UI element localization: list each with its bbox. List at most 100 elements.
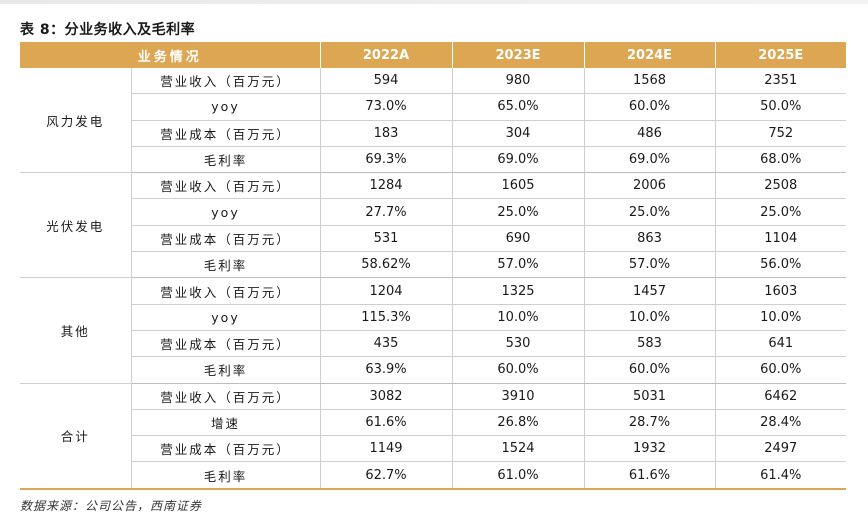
value-cell: 62.7%: [320, 461, 453, 490]
value-cell: 57.0%: [584, 251, 716, 279]
value-cell: 60.0%: [584, 356, 716, 384]
table-row: 毛利率 63.9% 60.0% 60.0% 60.0%: [20, 356, 847, 384]
value-cell: 10.0%: [715, 304, 847, 331]
value-cell: 1932: [584, 435, 716, 463]
value-cell: 65.0%: [452, 93, 585, 121]
value-cell: 28.7%: [584, 409, 716, 437]
table-row: 合计 营业收入（百万元） 3082 3910 5031 6462: [20, 383, 847, 490]
table-row: yoy 115.3% 10.0% 10.0% 10.0%: [20, 304, 847, 331]
value-cell: 594: [320, 68, 453, 95]
value-cell: 435: [320, 330, 453, 358]
value-cell: 5031: [584, 383, 716, 410]
table-title: 表 8：分业务收入及毛利率: [20, 22, 196, 38]
value-cell: 486: [584, 120, 716, 147]
value-cell: 61.0%: [452, 461, 585, 490]
header-2022a: 2022A: [320, 42, 453, 68]
value-cell: 69.0%: [584, 146, 716, 174]
table-row: 营业成本（百万元） 1149 1524 1932 2497: [20, 435, 847, 463]
header-2023e: 2023E: [452, 42, 585, 68]
table-row: 增速 61.6% 26.8% 28.7% 28.4%: [20, 409, 847, 437]
value-cell: 863: [584, 225, 716, 253]
segment-cell: 风力发电: [20, 68, 132, 174]
value-cell: 2351: [715, 68, 847, 95]
value-cell: 6462: [715, 383, 847, 410]
value-cell: 73.0%: [320, 93, 453, 121]
value-cell: 3082: [320, 383, 453, 410]
value-cell: 1149: [320, 435, 453, 463]
table-row: yoy 73.0% 65.0% 60.0% 50.0%: [20, 93, 847, 121]
value-cell: 752: [715, 120, 847, 147]
metric-cell: 毛利率: [131, 251, 321, 279]
table-row: 毛利率 69.3% 69.0% 69.0% 68.0%: [20, 146, 847, 174]
header-business: 业务情况: [20, 42, 321, 68]
value-cell: 57.0%: [452, 251, 585, 279]
value-cell: 2497: [715, 435, 847, 463]
value-cell: 61.6%: [320, 409, 453, 437]
value-cell: 27.7%: [320, 198, 453, 226]
value-cell: 1568: [584, 68, 716, 95]
value-cell: 60.0%: [715, 356, 847, 384]
table-row: 毛利率 62.7% 61.0% 61.6% 61.4%: [20, 461, 847, 490]
metric-cell: yoy: [131, 93, 321, 121]
source-note: 数据来源：公司公告，西南证券: [20, 499, 203, 513]
value-cell: 1457: [584, 277, 716, 305]
value-cell: 1284: [320, 172, 453, 200]
value-cell: 61.6%: [584, 461, 716, 490]
value-cell: 690: [452, 225, 585, 253]
table-row: 营业成本（百万元） 435 530 583 641: [20, 330, 847, 358]
metric-cell: 营业成本（百万元）: [131, 225, 321, 253]
value-cell: 1104: [715, 225, 847, 253]
metric-cell: 毛利率: [131, 146, 321, 174]
value-cell: 583: [584, 330, 716, 358]
segment-cell: 合计: [20, 383, 132, 490]
value-cell: 25.0%: [452, 198, 585, 226]
metric-cell: 营业收入（百万元）: [131, 68, 321, 95]
value-cell: 1524: [452, 435, 585, 463]
metric-cell: 营业成本（百万元）: [131, 330, 321, 358]
metric-cell: 营业成本（百万元）: [131, 120, 321, 147]
value-cell: 10.0%: [452, 304, 585, 331]
table-row: yoy 27.7% 25.0% 25.0% 25.0%: [20, 198, 847, 226]
value-cell: 68.0%: [715, 146, 847, 174]
value-cell: 641: [715, 330, 847, 358]
value-cell: 1325: [452, 277, 585, 305]
value-cell: 530: [452, 330, 585, 358]
header-2024e: 2024E: [584, 42, 716, 68]
value-cell: 60.0%: [452, 356, 585, 384]
value-cell: 3910: [452, 383, 585, 410]
value-cell: 69.3%: [320, 146, 453, 174]
header-row: 业务情况 2022A 2023E 2024E 2025E: [20, 42, 847, 68]
value-cell: 1204: [320, 277, 453, 305]
segment-cell: 其他: [20, 277, 132, 384]
value-cell: 10.0%: [584, 304, 716, 331]
value-cell: 69.0%: [452, 146, 585, 174]
value-cell: 63.9%: [320, 356, 453, 384]
metric-cell: 营业收入（百万元）: [131, 383, 321, 410]
header-2025e: 2025E: [715, 42, 847, 68]
value-cell: 60.0%: [584, 93, 716, 121]
value-cell: 61.4%: [715, 461, 847, 490]
value-cell: 183: [320, 120, 453, 147]
value-cell: 2006: [584, 172, 716, 200]
value-cell: 115.3%: [320, 304, 453, 331]
table-row: 毛利率 58.62% 57.0% 57.0% 56.0%: [20, 251, 847, 279]
table-row: 营业成本（百万元） 183 304 486 752: [20, 120, 847, 147]
top-divider: [0, 0, 868, 4]
value-cell: 980: [452, 68, 585, 95]
business-table: 业务情况 2022A 2023E 2024E 2025E 风力发电 营业收入（百…: [20, 42, 847, 490]
segment-cell: 光伏发电: [20, 172, 132, 279]
metric-cell: 增速: [131, 409, 321, 437]
value-cell: 2508: [715, 172, 847, 200]
metric-cell: 毛利率: [131, 461, 321, 490]
value-cell: 58.62%: [320, 251, 453, 279]
value-cell: 26.8%: [452, 409, 585, 437]
value-cell: 28.4%: [715, 409, 847, 437]
table-row: 其他 营业收入（百万元） 1204 1325 1457 1603: [20, 277, 847, 384]
table-body: 风力发电 营业收入（百万元） 594 980 1568 2351 yoy 73.…: [20, 68, 847, 490]
table-row: 光伏发电 营业收入（百万元） 1284 1605 2006 2508: [20, 172, 847, 279]
metric-cell: yoy: [131, 304, 321, 331]
value-cell: 50.0%: [715, 93, 847, 121]
metric-cell: 营业成本（百万元）: [131, 435, 321, 463]
metric-cell: 营业收入（百万元）: [131, 277, 321, 305]
value-cell: 304: [452, 120, 585, 147]
